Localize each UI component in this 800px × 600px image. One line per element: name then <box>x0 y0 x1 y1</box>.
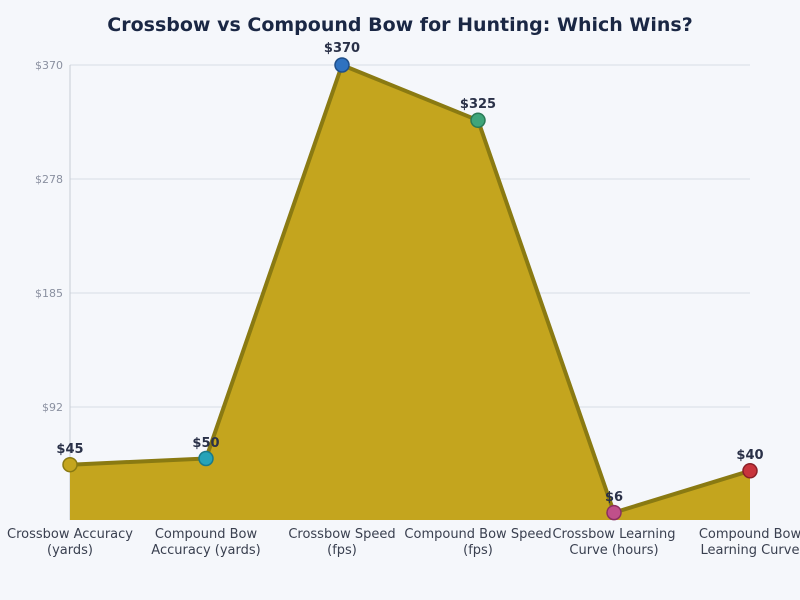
x-label-line2: Curve (hours) <box>569 543 659 558</box>
x-label-line1: Crossbow Learning <box>552 527 676 542</box>
data-label-3: $325 <box>460 97 496 112</box>
y-tick-92: $92 <box>42 401 63 414</box>
x-label-line1: Compound Bow Speed <box>404 527 552 542</box>
marker-crossbow-speed[interactable] <box>334 57 350 73</box>
y-tick-labels: $370 $278 $185 $92 <box>35 59 63 414</box>
x-label-line1: Crossbow Accuracy <box>7 527 133 542</box>
x-label-compound-speed: Compound Bow Speed (fps) <box>398 527 558 559</box>
y-tick-278: $278 <box>35 173 63 186</box>
chart-title: Crossbow vs Compound Bow for Hunting: Wh… <box>107 14 693 36</box>
marker-compound-learning[interactable] <box>742 463 758 479</box>
x-label-line2: Learning Curve <box>700 543 800 558</box>
marker-crossbow-learning[interactable] <box>606 504 622 521</box>
data-label-5: $40 <box>736 448 763 463</box>
area-fill <box>70 65 750 520</box>
x-label-line2: (fps) <box>463 543 493 558</box>
marker-compound-speed[interactable] <box>470 112 486 129</box>
data-labels: $45 $50 $370 $325 $6 $40 <box>56 41 763 505</box>
data-label-4: $6 <box>605 490 623 505</box>
area-line <box>69 63 751 515</box>
x-label-compound-learning: Compound Bow Learning Curve <box>670 527 800 559</box>
data-label-1: $50 <box>192 436 219 451</box>
x-label-crossbow-learning: Crossbow Learning Curve (hours) <box>534 527 694 559</box>
x-label-line2: Accuracy (yards) <box>151 543 261 558</box>
x-label-crossbow-speed: Crossbow Speed (fps) <box>262 527 422 559</box>
data-label-2: $370 <box>324 41 360 56</box>
y-tick-185: $185 <box>35 287 63 300</box>
y-tick-370: $370 <box>35 59 63 72</box>
x-label-line1: Crossbow Speed <box>288 527 396 542</box>
x-label-line2: (yards) <box>47 543 93 558</box>
x-label-line1: Compound Bow <box>698 527 800 542</box>
marker-compound-accuracy[interactable] <box>198 450 214 467</box>
data-markers <box>62 57 758 521</box>
x-label-line1: Compound Bow <box>154 527 258 542</box>
data-label-0: $45 <box>56 442 83 457</box>
x-label-line2: (fps) <box>327 543 357 558</box>
x-label-compound-accuracy: Compound Bow Accuracy (yards) <box>126 527 286 559</box>
x-label-crossbow-accuracy: Crossbow Accuracy (yards) <box>0 527 150 559</box>
marker-crossbow-accuracy[interactable] <box>62 456 78 473</box>
